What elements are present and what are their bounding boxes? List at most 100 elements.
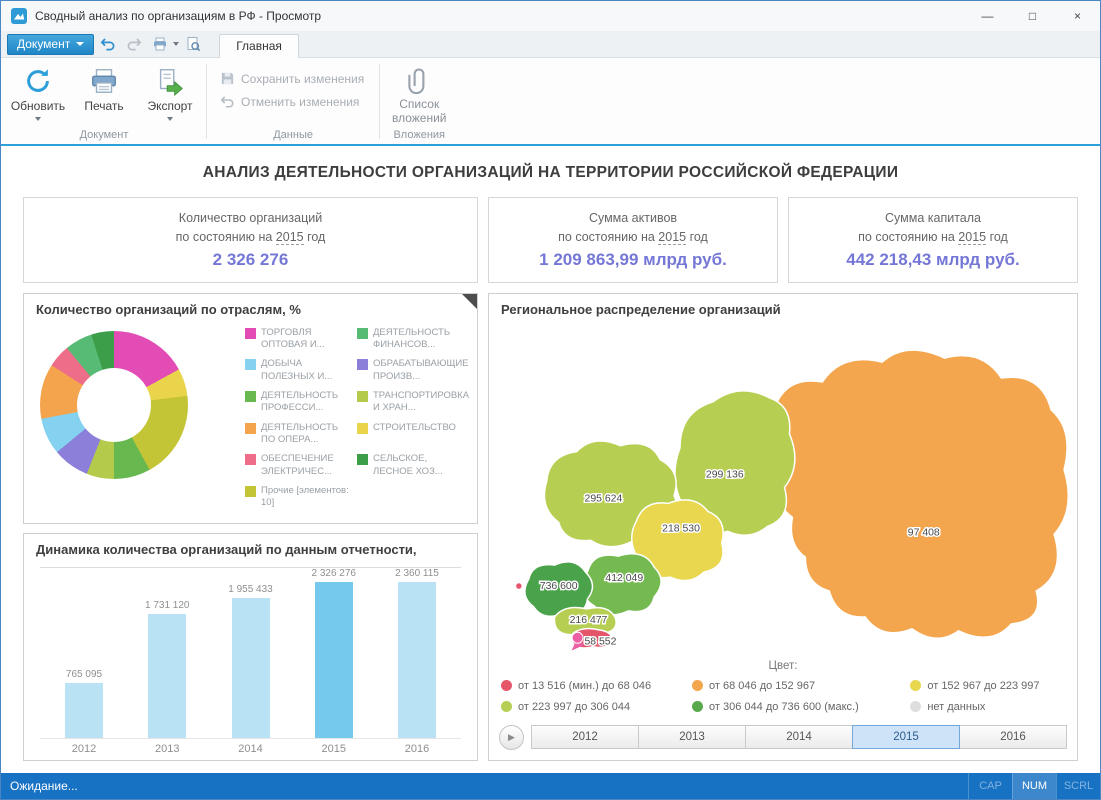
map-region-north[interactable]: [674, 389, 796, 536]
donut-legend-item[interactable]: ДЕЯТЕЛЬНОСТЬ ПО ОПЕРА...: [245, 422, 351, 447]
maximize-button[interactable]: □: [1028, 9, 1037, 23]
export-button[interactable]: Экспорт: [137, 61, 203, 121]
donut-legend-item[interactable]: ДЕЯТЕЛЬНОСТЬ ПРОФЕССИ...: [245, 390, 351, 415]
bar-2014[interactable]: [231, 597, 270, 738]
bar-2012[interactable]: [65, 682, 103, 738]
year-button-2015[interactable]: 2015: [852, 725, 960, 749]
print-icon: [92, 69, 116, 93]
undo-changes-button[interactable]: Отменить изменения: [220, 94, 364, 109]
legend-swatch-icon: [245, 359, 256, 371]
status-text: Ожидание...: [10, 779, 78, 793]
donut-legend-item[interactable]: ДЕЯТЕЛЬНОСТЬ ФИНАНСОВ...: [357, 327, 463, 352]
undo-button[interactable]: [96, 33, 120, 55]
bar-2016[interactable]: [398, 581, 436, 738]
attachments-label: Список вложений: [391, 97, 447, 125]
minimize-button[interactable]: —: [981, 9, 994, 23]
attachments-button[interactable]: Список вложений: [383, 61, 455, 126]
map-region-kaliningrad[interactable]: [514, 581, 524, 590]
year-button-2013[interactable]: 2013: [638, 725, 746, 749]
bar-2015[interactable]: [314, 581, 353, 738]
map-region-central[interactable]: [524, 560, 594, 617]
legend-label: от 306 044 до 736 600 (макс.): [709, 700, 859, 713]
panel-collapse-icon[interactable]: [462, 293, 477, 309]
ribbon: Обновить Печать Экспорт Документ: [1, 58, 1100, 146]
donut-legend-item[interactable]: ОБЕСПЕЧЕНИЕ ЭЛЕКТРИЧЕС...: [245, 453, 351, 478]
donut-legend-item[interactable]: СТРОИТЕЛЬСТВО: [357, 422, 463, 447]
kpi-subtitle: по состоянию на 2015 год: [793, 228, 1073, 247]
bar-chart: 765 095 1 731 120 1 955 433 2 326 276 2 360 …: [40, 566, 461, 755]
donut-legend-item[interactable]: ТОРГОВЛЯ ОПТОВАЯ И...: [245, 327, 351, 352]
map-region-label: 97 408: [908, 527, 940, 538]
ribbon-group-document: Обновить Печать Экспорт Документ: [5, 61, 203, 144]
donut-legend-item[interactable]: ОБРАБАТЫВАЮЩИЕ ПРОИЗВ...: [357, 358, 469, 383]
map-legend-item[interactable]: нет данных: [910, 701, 1065, 713]
refresh-button[interactable]: Обновить: [5, 61, 71, 121]
bar-category-label: 2014: [238, 742, 263, 755]
tab-home[interactable]: Главная: [219, 34, 299, 58]
kpi-subtitle-prefix: по состоянию на: [858, 229, 959, 244]
status-flag-num: NUM: [1012, 773, 1056, 799]
map-region-caucasus[interactable]: [571, 627, 613, 649]
legend-label: ДЕЯТЕЛЬНОСТЬ ПРОФЕССИ...: [261, 389, 339, 414]
document-menu-button[interactable]: Документ: [7, 33, 95, 55]
redo-button[interactable]: [122, 33, 146, 55]
save-changes-button[interactable]: Сохранить изменения: [220, 71, 364, 86]
quick-access-toolbar: Документ Главная: [1, 31, 1100, 58]
export-label: Экспорт: [147, 99, 193, 113]
legend-label: ТРАНСПОРТИРОВКА И ХРАН...: [373, 389, 470, 414]
undo-icon: [100, 38, 115, 51]
map-region-siberia[interactable]: [755, 348, 1070, 639]
kpi-year-parameter[interactable]: 2015: [658, 229, 687, 245]
legend-swatch-icon: [245, 454, 256, 466]
donut-legend-item[interactable]: СЕЛЬСКОЕ, ЛЕСНОЕ ХОЗ...: [357, 453, 463, 478]
kpi-title: Сумма капитала: [885, 211, 981, 225]
year-button-2016[interactable]: 2016: [959, 725, 1067, 749]
bar-category-label: 2015: [321, 742, 346, 755]
bar-2013[interactable]: [148, 613, 187, 738]
map-legend-item[interactable]: от 13 516 (мин.) до 68 046: [501, 680, 692, 692]
legend-color-icon: [910, 680, 922, 691]
map-marker-icon[interactable]: [571, 631, 585, 651]
bar-column: 1 731 120: [137, 568, 197, 738]
paperclip-icon: [408, 68, 425, 94]
map-region-volga-south[interactable]: [582, 552, 662, 616]
donut-legend-item[interactable]: Прочие [элементов: 10]: [245, 485, 351, 510]
kpi-card-count: Количество организаций по состоянию на 2…: [23, 197, 478, 283]
close-button[interactable]: ×: [1073, 9, 1081, 23]
document-menu-label: Документ: [17, 37, 71, 51]
print-label: Печать: [84, 99, 124, 113]
status-flags: CAP NUM SCRL: [968, 773, 1100, 799]
kpi-year-parameter[interactable]: 2015: [958, 229, 987, 245]
print-button[interactable]: Печать: [71, 61, 137, 114]
map-legend-item[interactable]: от 68 046 до 152 967: [692, 680, 910, 692]
year-button-2014[interactable]: 2014: [745, 725, 853, 749]
legend-label: ДЕЯТЕЛЬНОСТЬ ПО ОПЕРА...: [261, 421, 339, 445]
donut-legend-item[interactable]: ТРАНСПОРТИРОВКА И ХРАН...: [357, 390, 469, 415]
print-preview-button[interactable]: [181, 33, 205, 55]
legend-label: ТОРГОВЛЯ ОПТОВАЯ И...: [261, 326, 325, 350]
legend-swatch-icon: [245, 422, 256, 434]
year-selector: ▶ 2012 2013 2014 2015 2016: [499, 724, 1067, 750]
group-separator: [206, 64, 207, 139]
print-quick-button[interactable]: [148, 33, 172, 55]
bar-category-label: 2013: [155, 742, 180, 755]
map-legend: от 13 516 (мин.) до 68 046 от 68 046 до 1…: [489, 680, 1077, 713]
map-region-label: 736 600: [540, 580, 578, 591]
map-legend-item[interactable]: от 223 997 до 306 044: [501, 701, 692, 713]
kpi-year-parameter[interactable]: 2015: [275, 229, 304, 245]
print-dropdown-caret-icon[interactable]: [173, 42, 180, 46]
status-flag-scrl: SCRL: [1056, 773, 1100, 799]
russia-map[interactable]: 295 624 299 136 218 530 412 049 736 600 216 4…: [489, 321, 1077, 658]
year-button-2012[interactable]: 2012: [531, 725, 639, 749]
playback-button[interactable]: ▶: [499, 724, 524, 750]
legend-swatch-icon: [357, 359, 368, 371]
map-legend-item[interactable]: от 306 044 до 736 600 (макс.): [692, 701, 910, 713]
legend-swatch-icon: [357, 454, 368, 466]
donut-legend-item[interactable]: ДОБЫЧА ПОЛЕЗНЫХ И...: [245, 358, 351, 383]
bar-category-label: 2012: [71, 742, 97, 755]
kpi-subtitle-prefix: по состоянию на: [175, 229, 276, 244]
dashboard-grid: Количество организаций по отраслям, % ТО…: [23, 292, 1078, 761]
map-legend-item[interactable]: от 152 967 до 223 997: [910, 680, 1065, 692]
legend-label: от 152 967 до 223 997: [927, 679, 1040, 692]
donut-chart[interactable]: [40, 330, 188, 479]
